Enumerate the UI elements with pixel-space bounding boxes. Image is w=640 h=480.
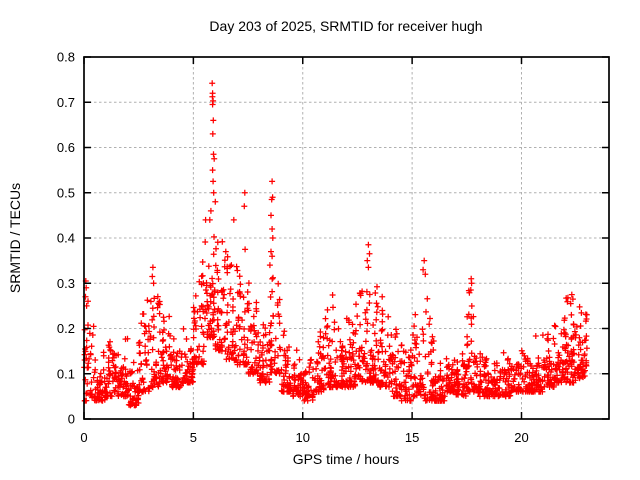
- x-axis-title: GPS time / hours: [293, 451, 400, 467]
- x-tick-label: 0: [80, 430, 87, 445]
- y-tick-label: 0.3: [57, 276, 75, 291]
- y-tick-label: 0.6: [57, 140, 75, 155]
- chart-title: Day 203 of 2025, SRMTID for receiver hug…: [209, 18, 482, 34]
- y-tick-label: 0.8: [57, 50, 75, 65]
- y-tick-label: 0: [68, 412, 75, 427]
- x-tick-label: 10: [296, 430, 310, 445]
- y-axis-title: SRMTID / TECUs: [7, 183, 23, 293]
- scatter-points: [81, 80, 590, 409]
- y-tick-label: 0.4: [57, 231, 75, 246]
- y-tick-label: 0.7: [57, 95, 75, 110]
- y-tick-label: 0.5: [57, 185, 75, 200]
- plot-border: [83, 56, 610, 420]
- x-tick-label: 15: [405, 430, 419, 445]
- y-tick-label: 0.2: [57, 321, 75, 336]
- x-tick-label: 20: [514, 430, 528, 445]
- y-tick-label: 0.1: [57, 366, 75, 381]
- x-tick-label: 5: [190, 430, 197, 445]
- tick-labels: 0 5 10 15 20 0 0.1 0.2 0.3 0.4 0.5 0.6 0.7 0.8: [57, 50, 529, 446]
